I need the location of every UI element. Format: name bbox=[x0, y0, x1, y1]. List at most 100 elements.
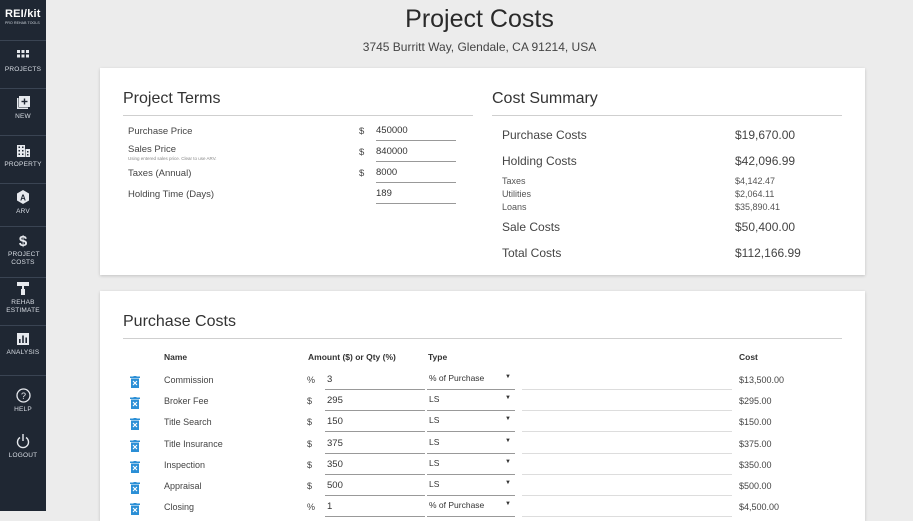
sidebar-item-projects[interactable]: PROJECTS bbox=[0, 48, 46, 89]
sidebar-item-logout[interactable]: LOGOUT bbox=[0, 434, 46, 468]
delete-icon[interactable] bbox=[130, 396, 140, 409]
sidebar-item-label: PROJECT COSTS bbox=[8, 251, 40, 266]
logo-title: REI/kit bbox=[5, 8, 41, 20]
delete-icon[interactable] bbox=[130, 481, 140, 494]
row-extra-field[interactable] bbox=[522, 438, 732, 454]
project-terms-title: Project Terms bbox=[123, 90, 221, 107]
sidebar-item-label: NEW bbox=[15, 113, 31, 120]
delete-icon[interactable] bbox=[130, 439, 140, 452]
table-row: Title Insurance $ 375 LS ▼ $375.00 bbox=[130, 437, 860, 458]
row-cost: $13,500.00 bbox=[739, 375, 785, 385]
sales-price-input[interactable]: 840000 bbox=[376, 145, 456, 162]
purchase-price-input[interactable]: 450000 bbox=[376, 124, 456, 141]
row-cost: $500.00 bbox=[739, 481, 772, 491]
row-type-select[interactable]: LS ▼ bbox=[427, 413, 515, 432]
sidebar-item-property[interactable]: PROPERTY bbox=[0, 143, 46, 184]
row-amount-input[interactable]: 500 bbox=[325, 479, 425, 496]
taxes-summary-value: $4,142.47 bbox=[735, 176, 776, 186]
column-header-amount: Amount ($) or Qty (%) bbox=[308, 352, 396, 362]
help-icon: ? bbox=[0, 388, 46, 406]
delete-icon[interactable] bbox=[130, 460, 140, 473]
loans-summary-label: Loans bbox=[502, 202, 527, 212]
utilities-summary-value: $2,064.11 bbox=[735, 189, 775, 199]
row-name: Appraisal bbox=[164, 481, 202, 491]
row-type-select[interactable]: LS ▼ bbox=[427, 456, 515, 475]
purchase-costs-label: Purchase Costs bbox=[502, 128, 587, 142]
svg-text:A: A bbox=[20, 194, 26, 203]
table-row: Appraisal $ 500 LS ▼ $500.00 bbox=[130, 479, 860, 500]
row-amount-input[interactable]: 1 bbox=[325, 500, 425, 517]
sidebar-item-new[interactable]: NEW bbox=[0, 95, 46, 136]
sale-costs-value: $50,400.00 bbox=[735, 220, 796, 234]
row-cost: $4,500.00 bbox=[739, 502, 780, 512]
project-address: 3745 Burritt Way, Glendale, CA 91214, US… bbox=[362, 40, 597, 54]
delete-icon[interactable] bbox=[130, 417, 140, 430]
sales-price-currency: $ bbox=[359, 147, 365, 158]
row-extra-field[interactable] bbox=[522, 374, 732, 390]
dropdown-arrow-icon: ▼ bbox=[505, 480, 511, 486]
svg-text:?: ? bbox=[20, 391, 25, 401]
row-extra-field[interactable] bbox=[522, 501, 732, 517]
sidebar-item-label: ARV bbox=[16, 208, 30, 215]
row-amount-input[interactable]: 3 bbox=[325, 373, 425, 390]
holding-time-input[interactable]: 189 bbox=[376, 187, 456, 204]
holding-costs-label: Holding Costs bbox=[502, 154, 577, 168]
purchase-costs-title: Purchase Costs bbox=[123, 313, 236, 330]
chart-icon bbox=[0, 331, 46, 349]
holding-time-label: Holding Time (Days) bbox=[128, 189, 215, 200]
loans-summary-value: $35,890.41 bbox=[735, 202, 781, 212]
row-unit: % bbox=[307, 502, 316, 512]
delete-icon[interactable] bbox=[130, 375, 140, 388]
sidebar-item-rehab-estimate[interactable]: REHAB ESTIMATE bbox=[0, 281, 46, 326]
total-costs-label: Total Costs bbox=[502, 246, 562, 260]
row-type-select[interactable]: LS ▼ bbox=[427, 477, 515, 496]
row-name: Title Search bbox=[164, 417, 212, 427]
row-cost: $295.00 bbox=[739, 396, 772, 406]
purchase-costs-value: $19,670.00 bbox=[735, 128, 796, 142]
sidebar-item-project-costs[interactable]: $ PROJECT COSTS bbox=[0, 233, 46, 278]
row-type-select[interactable]: LS ▼ bbox=[427, 435, 515, 454]
row-type-value: % of Purchase bbox=[429, 500, 485, 510]
delete-icon[interactable] bbox=[130, 502, 140, 515]
table-row: Title Search $ 150 LS ▼ $150.00 bbox=[130, 415, 860, 436]
row-name: Closing bbox=[164, 502, 195, 512]
row-amount-input[interactable]: 295 bbox=[325, 394, 425, 411]
row-extra-field[interactable] bbox=[522, 459, 732, 475]
sidebar-item-arv[interactable]: A ARV bbox=[0, 190, 46, 227]
paint-roller-icon bbox=[0, 281, 46, 299]
column-header-cost: Cost bbox=[739, 352, 758, 362]
row-amount-input[interactable]: 350 bbox=[325, 458, 425, 475]
row-unit: $ bbox=[307, 460, 313, 470]
arv-icon: A bbox=[0, 190, 46, 208]
row-amount-input[interactable]: 375 bbox=[325, 437, 425, 454]
sidebar: REI/kit PRO REHAB TOOLS PROJECTS NEW PRO… bbox=[0, 0, 46, 511]
section-divider bbox=[123, 338, 842, 339]
row-type-value: LS bbox=[429, 458, 440, 468]
row-extra-field[interactable] bbox=[522, 395, 732, 411]
column-header-type: Type bbox=[428, 352, 448, 362]
section-divider bbox=[492, 115, 842, 116]
logo[interactable]: REI/kit PRO REHAB TOOLS bbox=[0, 0, 46, 41]
project-summary-card: Project Terms Purchase Price $ 450000 Sa… bbox=[100, 68, 865, 275]
dropdown-arrow-icon: ▼ bbox=[505, 416, 511, 422]
row-type-value: % of Purchase bbox=[429, 373, 485, 383]
table-row: Commission % 3 % of Purchase ▼ $13,500.00 bbox=[130, 373, 860, 394]
sidebar-item-analysis[interactable]: ANALYSIS bbox=[0, 331, 46, 376]
dollar-icon: $ bbox=[18, 233, 28, 250]
sales-price-label: Sales Price bbox=[128, 144, 177, 155]
column-header-name: Name bbox=[164, 352, 188, 362]
row-amount-input[interactable]: 150 bbox=[325, 415, 425, 432]
dropdown-arrow-icon: ▼ bbox=[505, 395, 511, 401]
row-type-select[interactable]: % of Purchase ▼ bbox=[427, 498, 515, 517]
taxes-input[interactable]: 8000 bbox=[376, 166, 456, 183]
row-extra-field[interactable] bbox=[522, 480, 732, 496]
sidebar-item-help[interactable]: ? HELP bbox=[0, 388, 46, 422]
row-type-select[interactable]: % of Purchase ▼ bbox=[427, 371, 515, 390]
row-type-select[interactable]: LS ▼ bbox=[427, 392, 515, 411]
dropdown-arrow-icon: ▼ bbox=[505, 501, 511, 507]
row-unit: $ bbox=[307, 417, 313, 427]
row-extra-field[interactable] bbox=[522, 416, 732, 432]
page-title: Project Costs bbox=[405, 5, 554, 33]
taxes-label: Taxes (Annual) bbox=[128, 168, 192, 179]
sales-price-hint: Using entered sales price. Clear to use … bbox=[128, 156, 217, 161]
